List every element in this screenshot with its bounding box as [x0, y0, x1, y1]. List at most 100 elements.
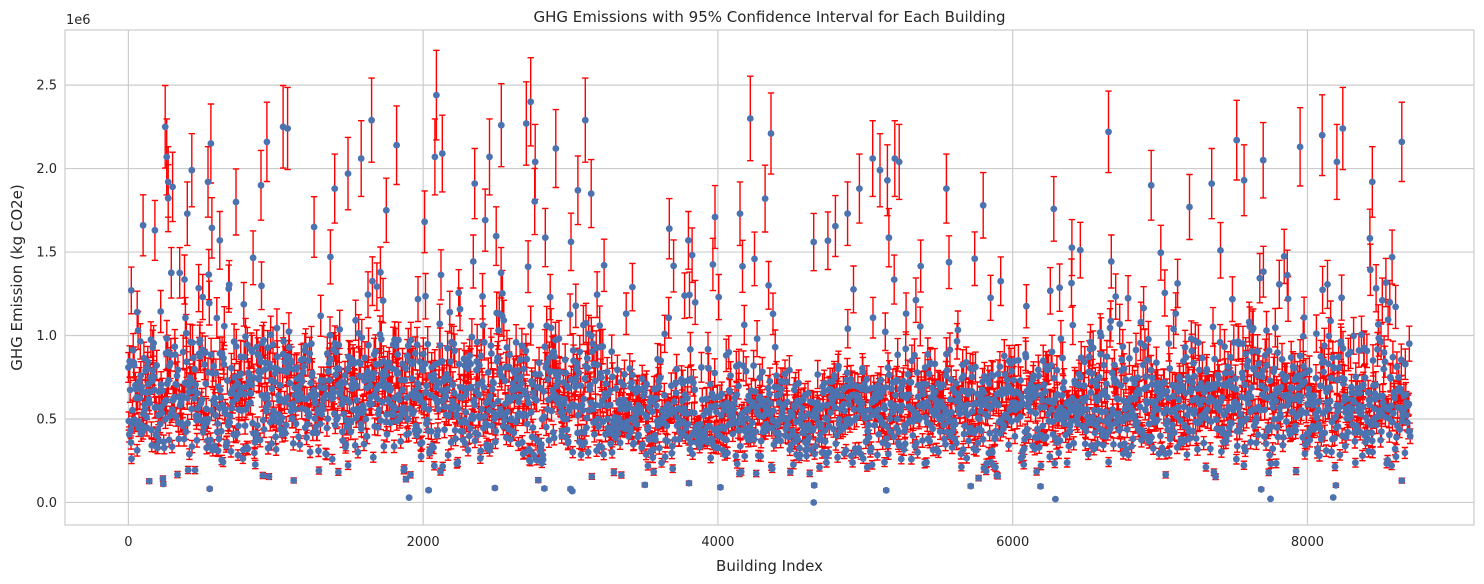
- data-point: [181, 276, 188, 283]
- data-point: [1332, 413, 1339, 421]
- data-point: [416, 392, 424, 400]
- data-point: [243, 383, 250, 391]
- data-point: [481, 216, 489, 224]
- data-point: [594, 415, 602, 423]
- data-point: [1189, 427, 1197, 435]
- data-point: [486, 153, 493, 161]
- data-point: [705, 364, 712, 372]
- data-point: [678, 397, 686, 405]
- data-point: [1215, 375, 1223, 382]
- data-point: [1406, 427, 1414, 435]
- data-point: [212, 369, 220, 377]
- data-point: [661, 453, 669, 461]
- data-point: [1291, 365, 1299, 372]
- data-point: [1299, 333, 1307, 340]
- data-point: [655, 383, 663, 391]
- data-point: [1402, 391, 1410, 398]
- data-point: [1107, 317, 1115, 325]
- data-point: [1082, 427, 1090, 435]
- data-point: [136, 394, 144, 402]
- data-point: [158, 409, 166, 417]
- data-point: [602, 380, 610, 388]
- data-point: [644, 423, 652, 431]
- data-point: [1277, 413, 1284, 421]
- data-point: [764, 384, 772, 392]
- data-point: [919, 437, 926, 444]
- data-point: [443, 385, 451, 393]
- data-point: [711, 213, 719, 221]
- data-point: [1260, 433, 1268, 440]
- data-point: [1248, 348, 1256, 355]
- data-point: [421, 360, 429, 368]
- data-point: [767, 399, 775, 407]
- data-point: [1019, 453, 1026, 460]
- data-point: [806, 470, 814, 477]
- data-point: [423, 382, 431, 390]
- data-point: [859, 368, 867, 376]
- data-point: [1406, 432, 1414, 440]
- data-point: [831, 374, 838, 382]
- data-point: [165, 376, 173, 384]
- data-point: [556, 368, 564, 376]
- data-point: [446, 308, 454, 316]
- data-point: [971, 255, 979, 263]
- data-point: [1020, 461, 1028, 468]
- data-point: [1225, 430, 1232, 437]
- data-point: [1114, 395, 1122, 403]
- data-point: [365, 341, 372, 349]
- data-point: [1090, 445, 1098, 453]
- data-point: [816, 463, 823, 471]
- data-point: [211, 394, 219, 402]
- data-point: [183, 394, 191, 402]
- data-point: [151, 226, 159, 234]
- data-point: [1274, 349, 1281, 357]
- data-point: [1183, 411, 1191, 419]
- data-point: [430, 462, 438, 470]
- data-point: [518, 342, 526, 350]
- data-point: [1235, 404, 1243, 412]
- data-point: [1134, 374, 1142, 381]
- data-point: [176, 269, 184, 277]
- data-point: [1001, 371, 1009, 378]
- data-point: [1333, 158, 1341, 166]
- data-point: [691, 386, 699, 394]
- data-point: [352, 316, 359, 324]
- data-point: [767, 130, 775, 137]
- y-tick-label: 2.0: [36, 162, 57, 177]
- data-point: [344, 170, 352, 178]
- data-point: [342, 441, 350, 448]
- data-point: [594, 361, 601, 369]
- data-point: [802, 446, 810, 454]
- data-point: [1367, 421, 1375, 429]
- data-point: [196, 336, 204, 344]
- data-point: [445, 411, 453, 419]
- data-point: [282, 421, 290, 429]
- data-point: [769, 310, 777, 318]
- data-point: [387, 385, 395, 393]
- data-point: [1295, 376, 1303, 383]
- data-point: [1313, 330, 1320, 337]
- data-point: [1097, 350, 1105, 358]
- data-point: [685, 237, 692, 244]
- data-point: [824, 237, 832, 245]
- data-point: [1327, 317, 1334, 325]
- data-point: [796, 451, 804, 459]
- data-point: [1126, 354, 1133, 362]
- data-point: [606, 401, 614, 409]
- data-point: [357, 360, 364, 368]
- data-point: [1265, 347, 1273, 355]
- data-point: [1171, 429, 1178, 436]
- data-point: [1203, 406, 1211, 413]
- data-point: [257, 181, 265, 189]
- data-point: [732, 452, 740, 460]
- data-point: [159, 387, 166, 394]
- data-point: [1051, 459, 1059, 467]
- data-point: [750, 362, 757, 369]
- data-point: [1240, 176, 1248, 184]
- data-point: [1118, 417, 1126, 425]
- data-point: [262, 407, 270, 415]
- data-point: [169, 183, 177, 191]
- data-point: [1101, 387, 1109, 395]
- data-point: [439, 462, 447, 470]
- data-point: [686, 291, 693, 299]
